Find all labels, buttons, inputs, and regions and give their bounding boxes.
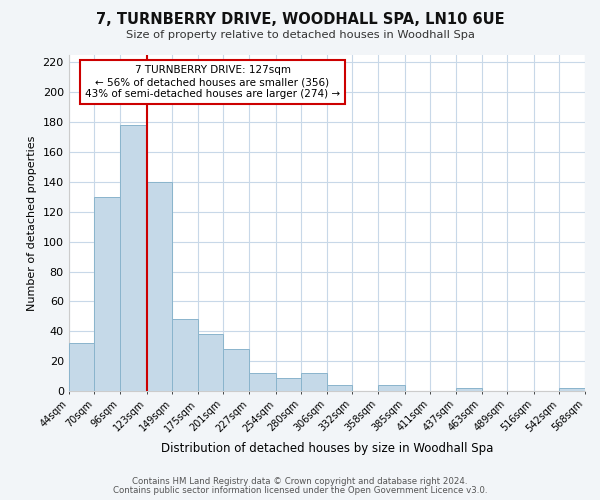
Bar: [68, 343, 94, 391]
Bar: [275, 378, 301, 391]
Bar: [120, 125, 146, 391]
Bar: [223, 349, 249, 391]
X-axis label: Distribution of detached houses by size in Woodhall Spa: Distribution of detached houses by size …: [161, 442, 493, 455]
Text: Contains HM Land Registry data © Crown copyright and database right 2024.: Contains HM Land Registry data © Crown c…: [132, 477, 468, 486]
Bar: [146, 182, 172, 391]
Bar: [172, 320, 198, 391]
Bar: [249, 373, 275, 391]
Text: Size of property relative to detached houses in Woodhall Spa: Size of property relative to detached ho…: [125, 30, 475, 40]
Bar: [378, 385, 404, 391]
Bar: [301, 373, 327, 391]
Text: 7 TURNBERRY DRIVE: 127sqm
← 56% of detached houses are smaller (356)
43% of semi: 7 TURNBERRY DRIVE: 127sqm ← 56% of detac…: [85, 66, 340, 98]
Bar: [94, 197, 120, 391]
Text: Contains public sector information licensed under the Open Government Licence v3: Contains public sector information licen…: [113, 486, 487, 495]
Bar: [456, 388, 482, 391]
Text: 7, TURNBERRY DRIVE, WOODHALL SPA, LN10 6UE: 7, TURNBERRY DRIVE, WOODHALL SPA, LN10 6…: [95, 12, 505, 28]
Y-axis label: Number of detached properties: Number of detached properties: [27, 136, 37, 310]
Bar: [198, 334, 223, 391]
Bar: [559, 388, 585, 391]
Bar: [327, 385, 352, 391]
